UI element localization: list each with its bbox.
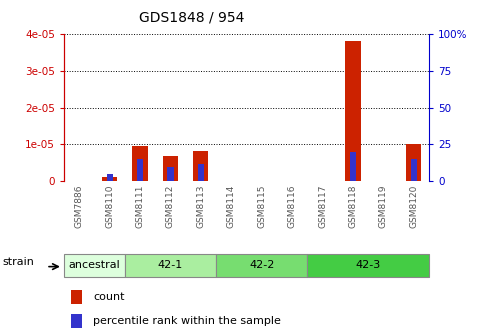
Bar — [411, 159, 417, 181]
Bar — [137, 159, 143, 181]
Bar — [216, 254, 307, 277]
Bar — [193, 151, 209, 181]
Bar — [406, 144, 422, 181]
Text: 42-3: 42-3 — [355, 260, 381, 270]
Text: 42-2: 42-2 — [249, 260, 275, 270]
Bar — [71, 314, 82, 328]
Text: ancestral: ancestral — [69, 260, 120, 270]
Text: count: count — [93, 292, 125, 302]
Text: 42-1: 42-1 — [158, 260, 183, 270]
Bar — [106, 174, 113, 181]
Bar — [133, 146, 148, 181]
Bar — [345, 41, 360, 181]
Bar — [125, 254, 216, 277]
Text: percentile rank within the sample: percentile rank within the sample — [93, 316, 281, 326]
Bar — [102, 177, 117, 181]
Bar — [163, 156, 178, 181]
Bar — [168, 167, 174, 181]
Bar — [198, 164, 204, 181]
Bar — [64, 254, 125, 277]
Bar — [71, 290, 82, 304]
Text: strain: strain — [2, 257, 35, 267]
Bar — [350, 152, 356, 181]
Bar — [307, 254, 429, 277]
Text: GDS1848 / 954: GDS1848 / 954 — [139, 10, 245, 24]
